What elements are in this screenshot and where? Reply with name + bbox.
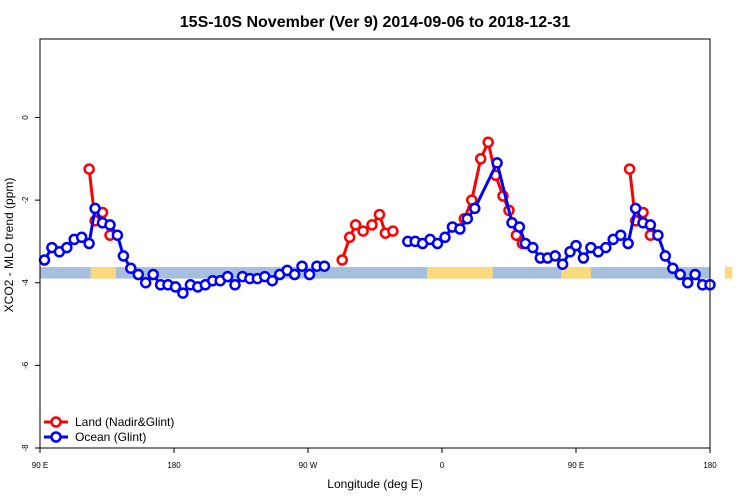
x-tick-label-0: 90 E <box>32 461 48 470</box>
y-tick-label-2: -4 <box>21 279 30 287</box>
ocean-point-0-31 <box>266 274 279 287</box>
y-tick-label-0: 0 <box>21 115 30 120</box>
ocean-point-1-30 <box>644 219 657 231</box>
land-ocean-band <box>40 267 733 279</box>
ocean-point-0-9 <box>104 219 116 231</box>
ocean-point-1-35 <box>681 276 694 289</box>
ocean-point-0-0 <box>38 254 51 266</box>
ocean-line-0 <box>43 206 325 295</box>
ocean-point-1-7 <box>454 223 466 235</box>
x-tick-label-1: 180 <box>167 461 181 470</box>
ocean-point-1-20 <box>570 239 582 252</box>
ocean-point-0-6 <box>83 237 95 250</box>
x-tick-label-2: 90 W <box>299 461 318 470</box>
ocean-point-0-11 <box>117 250 130 262</box>
ocean-point-0-10 <box>111 229 124 241</box>
ocean-point-1-17 <box>549 250 561 262</box>
y-axis-label: XCO2 - MLO trend (ppm) <box>2 178 16 313</box>
land-segment-2 <box>561 267 591 279</box>
ocean-point-1-12 <box>513 221 526 233</box>
y-axis-ticks: 0 -2 -4 -6 -8 <box>21 115 40 452</box>
land-segment-1 <box>427 267 493 279</box>
plot-frame <box>39 38 711 449</box>
land-segment-3 <box>724 267 733 279</box>
ocean-point-0-15 <box>147 268 159 281</box>
ocean-point-0-13 <box>132 268 145 281</box>
ocean-point-0-35 <box>296 260 308 272</box>
land-point-3-0 <box>623 163 636 175</box>
ocean-point-1-32 <box>659 250 672 262</box>
ocean-point-1-33 <box>667 262 679 275</box>
ocean-point-1-24 <box>600 241 612 254</box>
x-axis-label: Longitude (deg E) <box>327 477 422 491</box>
y-tick-label-4: -8 <box>21 444 30 452</box>
land-point-1-7 <box>387 225 399 237</box>
ocean-point-0-7 <box>89 202 101 215</box>
ocean-point-1-36 <box>689 268 701 281</box>
ocean-point-1-28 <box>629 202 642 215</box>
legend-label-ocean: Ocean (Glint) <box>75 430 146 444</box>
y-tick-label-3: -6 <box>21 361 30 369</box>
x-tick-label-4: 90 E <box>568 461 584 470</box>
land-line-2 <box>462 140 524 245</box>
ocean-point-0-26 <box>229 279 241 291</box>
legend: Land (Nadir&Glint) Ocean (Glint) <box>44 415 174 444</box>
land-point-1-4 <box>366 219 378 231</box>
ocean-point-0-19 <box>177 287 189 299</box>
ocean-point-0-12 <box>125 262 137 275</box>
land-point-1-0 <box>336 254 348 266</box>
ocean-point-1-5 <box>439 231 451 244</box>
legend-marker-land <box>50 416 62 428</box>
ocean-point-1-18 <box>556 258 569 270</box>
ocean-band <box>40 267 710 279</box>
ocean-point-1-9 <box>469 202 481 215</box>
ocean-point-1-31 <box>652 229 664 241</box>
ocean-point-1-26 <box>614 229 627 241</box>
ocean-point-1-14 <box>527 241 539 254</box>
ocean-point-1-21 <box>577 252 590 264</box>
ocean-point-1-4 <box>431 237 444 250</box>
ocean-point-0-38 <box>318 260 331 272</box>
land-point-1-5 <box>373 208 386 221</box>
land-segment-0 <box>90 267 116 279</box>
legend-label-land: Land (Nadir&Glint) <box>75 415 174 429</box>
land-point-1-3 <box>357 225 369 237</box>
series-layer <box>38 136 716 299</box>
land-point-1-1 <box>343 231 356 244</box>
ocean-point-1-10 <box>491 157 503 169</box>
x-tick-label-5: 180 <box>703 461 717 470</box>
x-tick-label-3: 0 <box>440 461 445 470</box>
legend-marker-ocean <box>50 431 62 443</box>
ocean-point-0-25 <box>221 270 234 283</box>
ocean-point-1-27 <box>622 237 634 250</box>
ocean-point-0-5 <box>75 231 88 244</box>
ocean-point-0-14 <box>139 276 152 289</box>
land-point-2-3 <box>482 136 494 149</box>
ocean-point-0-3 <box>61 241 73 254</box>
land-point-1-2 <box>349 219 362 231</box>
chart-title: 15S-10S November (Ver 9) 2014-09-06 to 2… <box>180 14 571 31</box>
x-axis-ticks: 90 E 180 90 W 0 90 E 180 <box>32 448 717 470</box>
land-point-2-2 <box>474 153 487 165</box>
ocean-point-0-18 <box>169 281 182 293</box>
ocean-point-0-36 <box>303 268 316 281</box>
ocean-point-1-8 <box>461 212 474 225</box>
ocean-point-0-34 <box>288 268 301 281</box>
y-tick-label-1: -2 <box>21 196 30 204</box>
land-point-0-0 <box>83 163 95 175</box>
ocean-point-1-34 <box>674 268 686 281</box>
